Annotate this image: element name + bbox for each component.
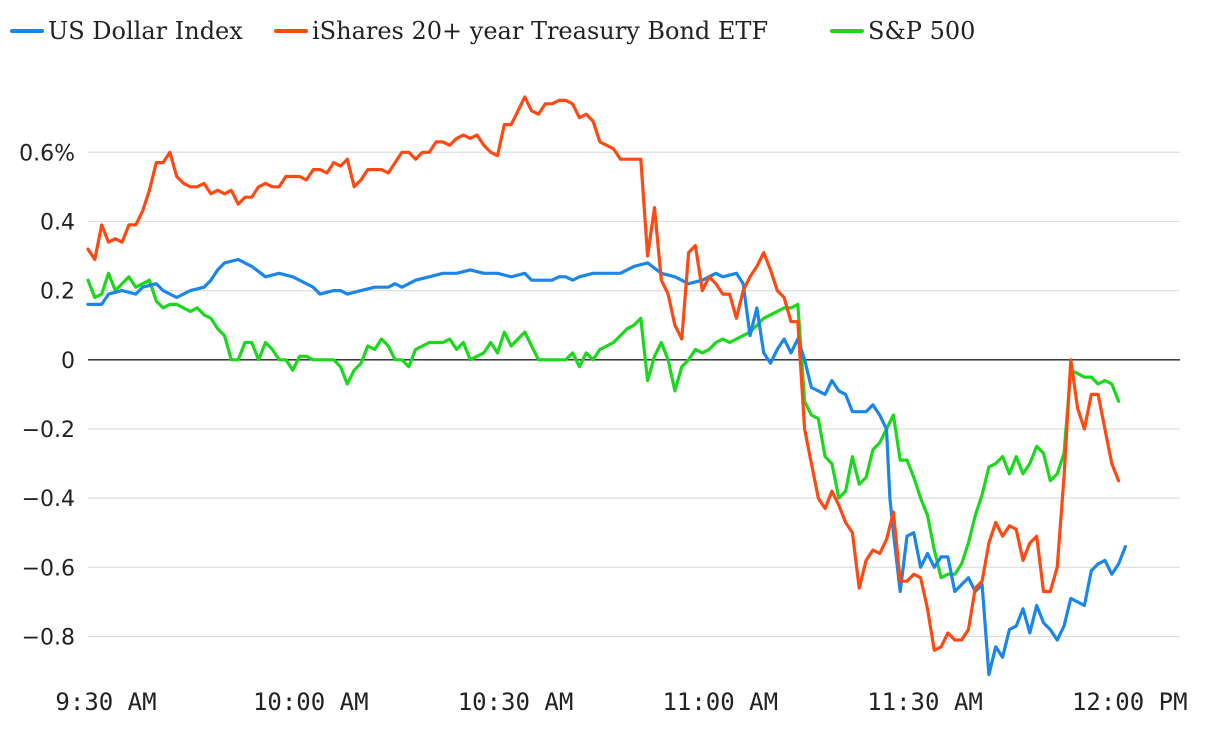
y-tick-label: 0 (61, 349, 75, 374)
x-axis-tick-labels: 9:30 AM 10:00 AM 10:30 AM 11:00 AM 11:30 AM 1… (55, 688, 1187, 716)
legend-item-2: S&P 500 (830, 17, 975, 45)
x-tick-label: 9:30 AM (55, 688, 156, 716)
legend: US Dollar Index iShares 20+ year Treasury… (10, 17, 975, 45)
y-tick-label: −0.4 (22, 487, 75, 512)
series-line-2 (86, 271, 1121, 580)
x-tick-label: 10:00 AM (253, 688, 369, 716)
legend-label: US Dollar Index (48, 17, 243, 45)
series-lines (86, 95, 1127, 677)
x-tick-label: 11:00 AM (662, 688, 778, 716)
y-tick-label: 0.4 (40, 210, 75, 235)
y-tick-label: −0.6 (22, 556, 75, 581)
x-tick-label: 12:00 PM (1072, 688, 1188, 716)
x-tick-label: 11:30 AM (867, 688, 983, 716)
series-line-1 (86, 95, 1121, 652)
legend-item-0: US Dollar Index (10, 17, 243, 45)
y-axis-tick-labels: 0.6% 0.4 0.2 0 −0.2 −0.4 −0.6 −0.8 (19, 141, 75, 650)
y-tick-label: 0.6% (19, 141, 75, 166)
gridlines (88, 151, 1180, 638)
y-tick-label: −0.2 (22, 418, 75, 443)
y-tick-label: −0.8 (22, 625, 75, 650)
series-line-0 (86, 257, 1127, 677)
y-tick-label: 0.2 (40, 280, 75, 305)
legend-label: iShares 20+ year Treasury Bond ETF (312, 17, 768, 45)
x-tick-label: 10:30 AM (458, 688, 574, 716)
legend-label: S&P 500 (868, 17, 975, 45)
legend-item-1: iShares 20+ year Treasury Bond ETF (274, 17, 768, 45)
